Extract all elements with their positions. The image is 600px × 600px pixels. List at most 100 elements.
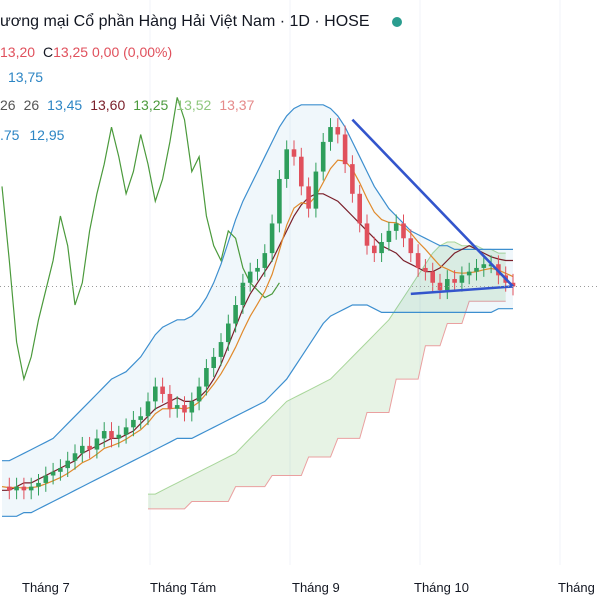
bb-lower-value-1: .75	[0, 127, 20, 143]
triangle-trendlines	[351, 118, 514, 296]
candle-body	[36, 482, 41, 487]
cloud-fill	[148, 242, 506, 509]
candle-body	[423, 267, 428, 272]
bb-fill	[2, 104, 513, 517]
close-value: 13,25	[53, 44, 89, 60]
x-tick-label: Tháng 10	[414, 580, 469, 595]
candle-body	[372, 245, 377, 254]
candle-body	[291, 149, 297, 157]
x-tick-label: Tháng 9	[292, 580, 340, 595]
candle-body	[393, 223, 399, 231]
candle-body	[131, 419, 136, 428]
chart-title-row: ương mại Cổ phần Hàng Hải Việt Nam · 1D …	[0, 13, 402, 31]
candle-body	[50, 471, 56, 476]
ma-values-row: 26 26 13,45 13,60 13,25 13,52 13,37	[0, 97, 262, 113]
candle-body	[109, 431, 114, 439]
candle-body	[408, 238, 414, 254]
candle-body	[269, 223, 275, 254]
x-tick-label: Tháng 7	[22, 580, 70, 595]
candle-body	[284, 149, 289, 179]
candle-body	[240, 282, 246, 305]
ma-value-1: 26	[23, 97, 40, 113]
candle-body	[80, 445, 85, 454]
candle-body	[299, 156, 304, 187]
candle-body	[153, 386, 158, 402]
candle-body	[481, 264, 487, 268]
candle-body	[7, 486, 12, 491]
candle-body	[430, 271, 435, 283]
candle-body	[306, 186, 311, 209]
ma-value-2: 13,45	[47, 97, 83, 113]
candle-body	[218, 342, 224, 357]
candle-body	[160, 386, 165, 394]
candle-body	[21, 486, 27, 491]
candle-body	[167, 393, 173, 409]
bb-lower-readout: .75 12,95	[0, 127, 64, 143]
indicator-lines	[1, 97, 514, 491]
bb-upper-value: 13,75	[8, 69, 44, 85]
candle-body	[58, 468, 63, 472]
x-tick-label: Tháng Tám	[150, 580, 217, 595]
ma-value-5: 13,52	[176, 97, 212, 113]
candle-body	[459, 275, 465, 283]
candle-body	[415, 253, 421, 268]
candle-body	[247, 271, 253, 283]
candle-body	[313, 171, 319, 209]
candle-body	[204, 368, 209, 387]
bb-upper-readout: 13,75	[8, 69, 43, 85]
candle-body	[379, 241, 384, 254]
chart-grid	[149, 0, 561, 565]
candle-body	[474, 267, 479, 272]
close-label: C	[42, 44, 54, 60]
candle-body	[445, 279, 450, 291]
market-status-icon	[391, 16, 402, 27]
candle-body	[145, 401, 151, 417]
candlesticks	[7, 118, 516, 500]
candle-body	[255, 267, 260, 272]
ma-value-3: 13,60	[90, 97, 126, 113]
trendline	[410, 285, 514, 296]
candle-body	[401, 223, 406, 239]
candle-body	[211, 356, 216, 369]
lagging-span-line	[1, 97, 280, 382]
candle-body	[364, 223, 370, 246]
candle-body	[277, 178, 282, 224]
candle-body	[138, 416, 143, 420]
candle-body	[357, 193, 362, 224]
ichimoku-cloud	[148, 241, 506, 510]
candle-body	[262, 253, 268, 268]
candle-body	[196, 386, 202, 402]
candle-body	[226, 323, 231, 343]
candle-body	[87, 445, 92, 450]
candle-body	[116, 434, 122, 439]
cloud-span-a-line	[148, 241, 506, 495]
ma-brown-line	[2, 193, 513, 491]
candle-body	[328, 127, 333, 142]
candle-body	[101, 431, 107, 439]
candle-body	[28, 486, 34, 491]
candle-body	[233, 305, 238, 324]
cloud-span-b-line	[148, 300, 506, 510]
candle-body	[452, 279, 457, 283]
ma-value-6: 13,37	[219, 97, 255, 113]
candle-body	[350, 164, 355, 194]
candle-body	[65, 460, 70, 469]
bb-lower-line	[2, 304, 513, 517]
ma-value-0: 26	[0, 97, 16, 113]
candle-body	[174, 405, 180, 409]
candle-body	[320, 141, 326, 172]
bb-upper-line	[2, 104, 513, 462]
ohlc-readout: 13,20 C13,25 0,00 (0,00%)	[0, 44, 172, 60]
candle-body	[386, 230, 392, 242]
ma-value-4: 13,25	[133, 97, 169, 113]
candle-body	[14, 486, 19, 491]
bb-lower-value-2: 12,95	[29, 127, 65, 143]
bollinger-bands	[2, 104, 513, 517]
candle-body	[94, 438, 100, 450]
candle-body	[123, 427, 129, 435]
candle-body	[342, 134, 348, 165]
x-tick-label: Tháng	[558, 580, 595, 595]
candle-body	[43, 475, 49, 483]
candle-body	[72, 453, 78, 461]
